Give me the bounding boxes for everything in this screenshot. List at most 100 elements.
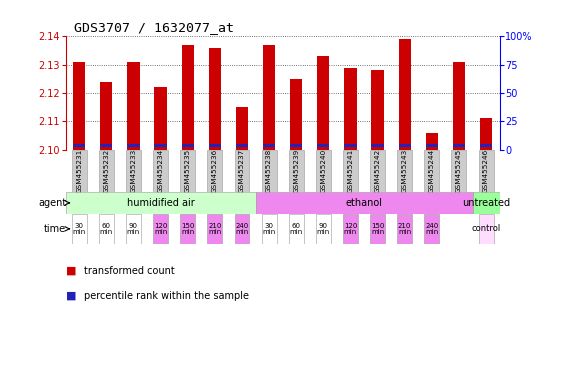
Bar (480, 144, 492, 147)
Text: 120
min: 120 min (154, 223, 167, 235)
Bar (100, 82, 112, 149)
Bar (73, 144, 85, 147)
Bar (453, 62, 465, 149)
Text: transformed count: transformed count (84, 266, 175, 276)
Bar (397, 214, 412, 244)
Text: GDS3707 / 1632077_at: GDS3707 / 1632077_at (74, 21, 234, 34)
Bar (99, 214, 114, 244)
Bar (262, 214, 276, 244)
Bar (209, 144, 221, 147)
Bar (209, 48, 221, 149)
Text: GSM455239: GSM455239 (293, 149, 299, 193)
Bar (155, 144, 167, 147)
Bar (316, 149, 331, 192)
Text: GSM455243: GSM455243 (401, 149, 408, 193)
Text: GSM455246: GSM455246 (483, 149, 489, 193)
Bar (235, 214, 250, 244)
Bar (155, 87, 167, 149)
Bar (426, 132, 438, 149)
Text: percentile rank within the sample: percentile rank within the sample (84, 291, 249, 301)
Bar (236, 107, 248, 149)
Bar (207, 149, 222, 192)
Bar (478, 149, 493, 192)
Text: GSM455237: GSM455237 (239, 149, 245, 193)
Text: ■: ■ (66, 291, 76, 301)
Text: GSM455232: GSM455232 (103, 149, 110, 193)
Text: GSM455245: GSM455245 (456, 149, 462, 193)
Text: 240
min: 240 min (425, 223, 439, 235)
Bar (236, 144, 248, 147)
Bar (480, 118, 492, 149)
Bar (289, 149, 304, 192)
Bar (182, 45, 194, 149)
Bar (372, 144, 384, 147)
Bar (452, 149, 467, 192)
Text: 90
min: 90 min (127, 223, 140, 235)
Bar (453, 144, 465, 147)
Text: control: control (472, 224, 501, 233)
Text: 240
min: 240 min (235, 223, 248, 235)
Text: 60
min: 60 min (289, 223, 303, 235)
Text: GSM455244: GSM455244 (429, 149, 435, 193)
Text: 120
min: 120 min (344, 223, 357, 235)
Text: humidified air: humidified air (127, 198, 195, 208)
Text: ethanol: ethanol (345, 198, 383, 208)
Bar (66, 192, 255, 214)
Bar (317, 144, 329, 147)
Bar (344, 144, 356, 147)
Bar (424, 149, 439, 192)
Bar (343, 149, 358, 192)
Bar (207, 214, 222, 244)
Bar (263, 144, 275, 147)
Text: GSM455234: GSM455234 (158, 149, 164, 193)
Text: GSM455240: GSM455240 (320, 149, 327, 193)
Bar (72, 149, 87, 192)
Bar (473, 192, 500, 214)
Bar (317, 56, 329, 149)
Bar (126, 214, 141, 244)
Text: GSM455231: GSM455231 (76, 149, 82, 193)
Text: 60
min: 60 min (100, 223, 113, 235)
Text: 210
min: 210 min (398, 223, 411, 235)
Bar (426, 144, 438, 147)
Bar (343, 214, 358, 244)
Bar (126, 149, 141, 192)
Text: 150
min: 150 min (371, 223, 384, 235)
Text: agent: agent (38, 198, 66, 208)
Bar (72, 214, 87, 244)
Text: untreated: untreated (462, 198, 510, 208)
Bar (182, 144, 194, 147)
Bar (478, 214, 493, 244)
Bar (100, 144, 112, 147)
Bar (235, 149, 250, 192)
Bar (180, 149, 195, 192)
Bar (289, 214, 304, 244)
Bar (370, 214, 385, 244)
Bar (372, 70, 384, 149)
Bar (397, 149, 412, 192)
Bar (263, 45, 275, 149)
Text: GSM455238: GSM455238 (266, 149, 272, 193)
Bar (262, 149, 276, 192)
Text: 30
min: 30 min (263, 223, 276, 235)
Bar (370, 149, 385, 192)
Text: GSM455233: GSM455233 (130, 149, 136, 193)
Text: 210
min: 210 min (208, 223, 222, 235)
Bar (399, 144, 411, 147)
Text: time: time (44, 224, 66, 234)
Bar (127, 62, 139, 149)
Bar (153, 214, 168, 244)
Text: ■: ■ (66, 266, 76, 276)
Text: GSM455242: GSM455242 (375, 149, 381, 193)
Bar (73, 62, 85, 149)
Bar (290, 144, 302, 147)
Text: GSM455236: GSM455236 (212, 149, 218, 193)
Bar (399, 39, 411, 149)
Bar (424, 214, 439, 244)
Text: 30
min: 30 min (73, 223, 86, 235)
Bar (180, 214, 195, 244)
Bar (99, 149, 114, 192)
Bar (344, 68, 356, 149)
Bar (316, 214, 331, 244)
Bar (127, 144, 139, 147)
